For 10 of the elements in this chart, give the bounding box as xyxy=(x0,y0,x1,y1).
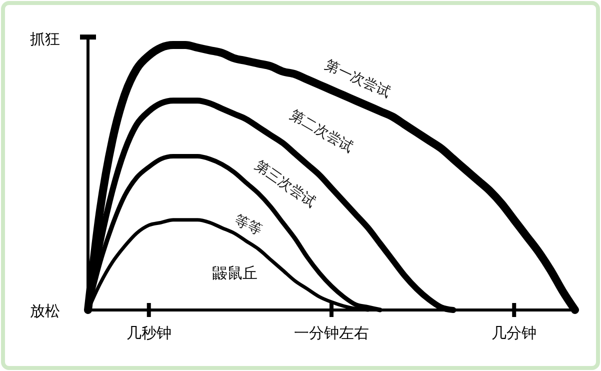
text: 第二次尝试 xyxy=(287,106,356,156)
text: 抓狂 xyxy=(30,30,60,48)
x-tick-label: 几秒钟 xyxy=(126,324,172,342)
x-tick-label: 一分钟左右 xyxy=(294,324,369,342)
text: 放松 xyxy=(30,302,60,320)
text: 等等 xyxy=(232,212,264,239)
annotation: 鼹鼠丘 xyxy=(212,264,258,282)
text: 第三次尝试 xyxy=(252,158,318,211)
x-tick-label: 几分钟 xyxy=(492,324,537,342)
text: 第一次尝试 xyxy=(322,56,393,102)
